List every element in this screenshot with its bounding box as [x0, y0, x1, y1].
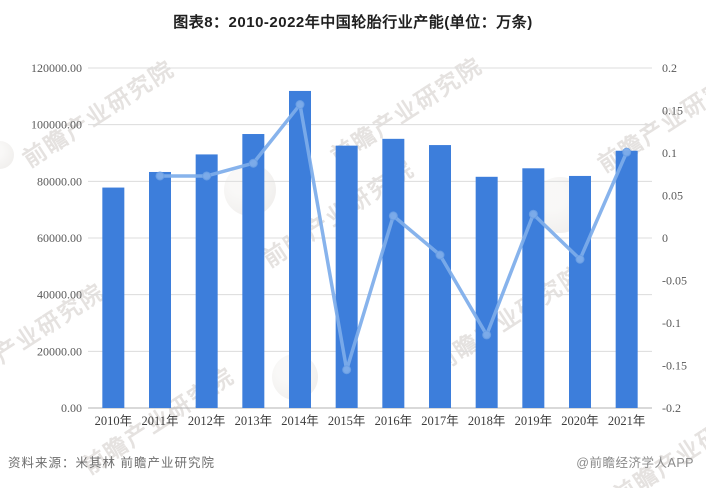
- x-axis-label-2017年: 2017年: [421, 414, 459, 428]
- line-marker-2020年: [575, 254, 585, 264]
- right-axis-label--0.15: -0.15: [662, 359, 687, 373]
- left-axis-label-60000.00: 60000.00: [37, 231, 82, 245]
- bar-2018年: [475, 176, 498, 408]
- bar-2019年: [522, 168, 545, 408]
- right-axis-label--0.05: -0.05: [662, 274, 687, 288]
- bar-2017年: [429, 145, 451, 409]
- x-axis-label-2015年: 2015年: [328, 414, 366, 428]
- line-marker-2012年: [202, 171, 212, 181]
- right-axis-label--0.2: -0.2: [662, 401, 681, 415]
- right-axis-label-0.15: 0.15: [662, 104, 683, 118]
- line-marker-2011年: [155, 171, 165, 181]
- bar-2012年: [195, 154, 218, 408]
- left-axis-label-20000.00: 20000.00: [37, 344, 82, 358]
- bar-2011年: [149, 171, 171, 408]
- x-axis-label-2012年: 2012年: [188, 414, 226, 428]
- left-axis-label-80000.00: 80000.00: [37, 174, 82, 188]
- line-marker-2016年: [388, 211, 398, 221]
- x-axis-label-2021年: 2021年: [608, 414, 646, 428]
- line-marker-2018年: [482, 330, 492, 340]
- bar-2020年: [569, 175, 591, 408]
- bar-2016年: [382, 138, 405, 409]
- x-axis-label-2013年: 2013年: [235, 414, 273, 428]
- x-axis-label-2018年: 2018年: [468, 414, 506, 428]
- line-marker-2014年: [295, 100, 305, 110]
- chart-canvas: 120000.00 100000.00 80000.00 60000.00 40000.…: [31, 61, 687, 428]
- left-axis-label-40000.00: 40000.00: [37, 288, 82, 302]
- bar-2021年: [615, 150, 638, 408]
- right-axis-label-0.05: 0.05: [662, 189, 683, 203]
- x-axis-label-2010年: 2010年: [95, 414, 133, 428]
- x-axis-label-2011年: 2011年: [141, 414, 178, 428]
- left-axis-label-100000.00: 100000.00: [31, 118, 82, 132]
- source-note: 资料来源：米其林 前瞻产业研究院: [8, 456, 215, 470]
- right-axis-label-0.1: 0.1: [662, 146, 677, 160]
- chart-title: 图表8：2010-2022年中国轮胎行业产能(单位：万条): [173, 14, 533, 31]
- line-marker-2021年: [622, 147, 632, 157]
- left-axis-label-120000.00: 120000.00: [31, 61, 82, 75]
- x-axis-label-2016年: 2016年: [375, 414, 413, 428]
- bar-2013年: [242, 134, 265, 408]
- right-axis-label-0.2: 0.2: [662, 61, 677, 75]
- bar-2010年: [102, 187, 125, 408]
- x-axis-label-2014年: 2014年: [281, 414, 319, 428]
- app-credit: @前瞻经济学人APP: [576, 456, 694, 470]
- line-marker-2019年: [528, 209, 538, 219]
- x-axis-label-2019年: 2019年: [515, 414, 553, 428]
- line-marker-2013年: [248, 158, 258, 168]
- line-marker-2015年: [342, 365, 352, 375]
- line-marker-2017年: [435, 250, 445, 260]
- right-axis-label--0.1: -0.1: [662, 316, 681, 330]
- bar-2014年: [289, 90, 311, 408]
- x-axis-label-2020年: 2020年: [561, 414, 599, 428]
- left-axis-label-0.00: 0.00: [61, 401, 82, 415]
- right-axis-label-0: 0: [662, 231, 668, 245]
